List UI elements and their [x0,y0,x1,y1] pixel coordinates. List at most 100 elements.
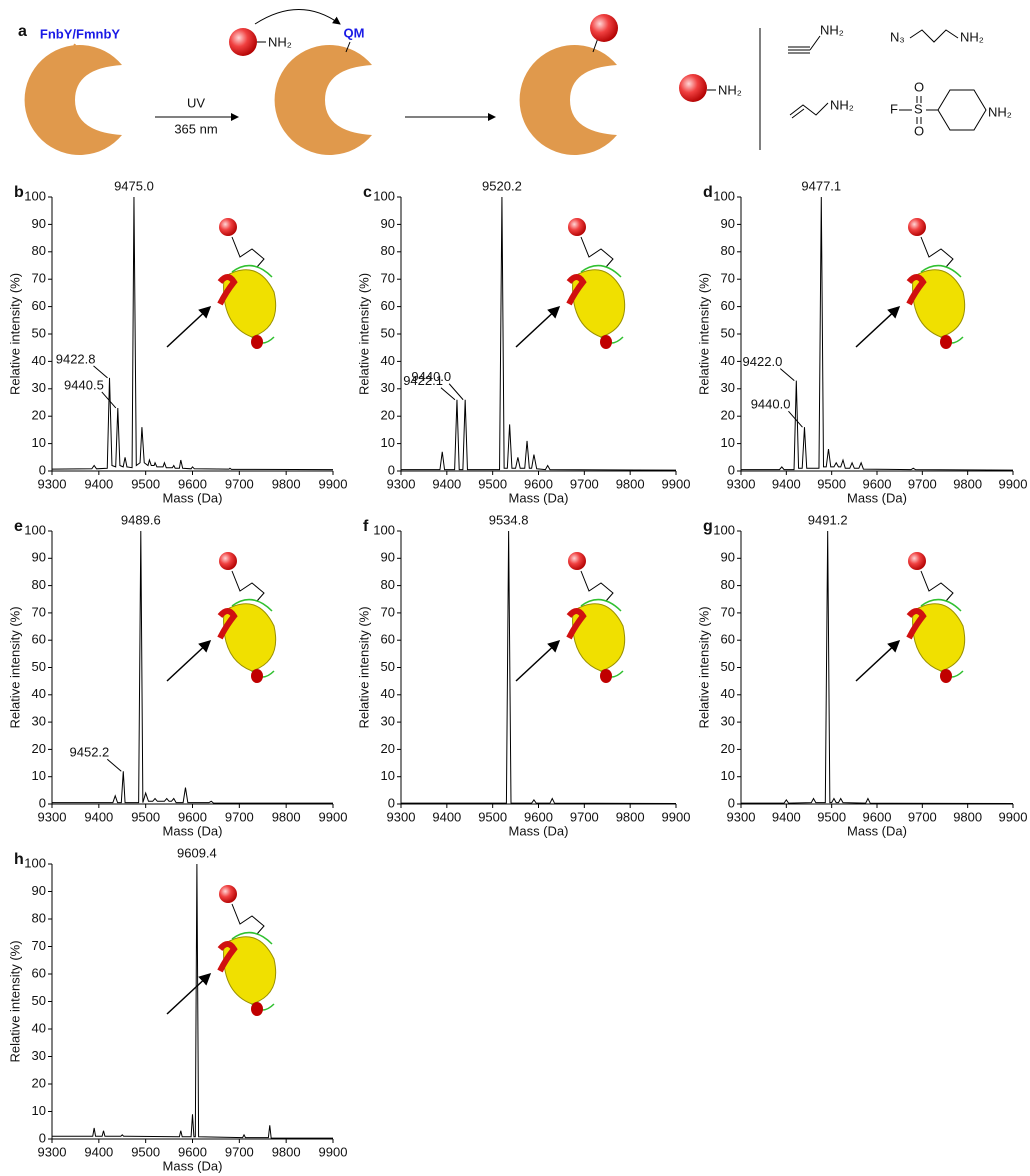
qm-label: QM [344,25,365,40]
arrow [856,307,899,347]
peak-label: 9534.8 [489,512,529,527]
y-tick-label: 90 [32,883,46,898]
structure-inset [167,885,276,1016]
x-tick-label: 9900 [662,476,691,491]
protein-helix [251,669,263,683]
x-tick-label: 9900 [999,476,1028,491]
y-tick-label: 100 [24,522,46,537]
panel-label: h [14,851,24,868]
benzene [938,90,986,130]
peak-label: 9475.0 [114,178,154,193]
bead [568,218,586,236]
x-tick-label: 9500 [817,809,846,824]
y-tick-label: 100 [24,855,46,870]
x-tick-label: 9300 [387,476,416,491]
page: {"scheme": {"panel": "a", "probe": "FnbY… [0,0,1030,1176]
leader-line [107,759,121,771]
x-axis-label: Mass (Da) [163,823,223,838]
linker [232,571,264,601]
peak-label: 9440.5 [64,377,104,392]
x-tick-label: 9500 [478,476,507,491]
panel-label: f [363,518,369,535]
amine-label: N₃ [890,29,905,44]
y-tick-label: 90 [721,216,735,231]
y-tick-label: 70 [721,604,735,619]
y-tick-label: 30 [721,714,735,729]
y-axis-label: Relative intensity (%) [7,940,22,1062]
probe-label: FnbY/FmnbY [40,26,120,41]
x-tick-label: 9800 [272,809,301,824]
x-tick-label: 9600 [178,476,207,491]
protein [520,45,617,155]
amine-label: NH₂ [830,97,854,112]
y-axis-label: Relative intensity (%) [7,273,22,395]
propyl [910,30,958,42]
bead [229,28,257,56]
y-tick-label: 10 [32,768,46,783]
protein [25,45,122,155]
peak-label: 9477.1 [801,178,841,193]
peak-label: 9422.0 [743,354,783,369]
x-tick-label: 9500 [478,809,507,824]
protein-helix [600,335,612,349]
x-tick-label: 9800 [272,1144,301,1159]
y-tick-label: 80 [32,577,46,592]
y-tick-label: 70 [381,271,395,286]
y-tick-label: 90 [32,550,46,565]
x-tick-label: 9700 [225,809,254,824]
x-tick-label: 9900 [319,809,348,824]
protein-helix [600,669,612,683]
y-tick-label: 60 [381,298,395,313]
structure-inset [167,218,276,349]
peak-label: 9489.6 [121,512,161,527]
panel-label: e [14,518,23,535]
spectrum [741,531,1013,803]
y-tick-label: 40 [721,686,735,701]
x-tick-label: 9300 [38,1144,67,1159]
y-tick-label: 30 [381,714,395,729]
y-tick-label: 0 [39,462,46,477]
y-tick-label: 50 [721,659,735,674]
spectrum [401,531,676,803]
leader-line [780,369,794,381]
y-tick-label: 80 [721,243,735,258]
arrow [167,974,210,1014]
y-tick-label: 80 [32,243,46,258]
y-tick-label: 70 [32,938,46,953]
spectrum [52,531,333,803]
x-axis-label: Mass (Da) [847,490,907,505]
y-tick-label: 60 [32,965,46,980]
x-tick-label: 9500 [131,809,160,824]
y-tick-label: 80 [721,577,735,592]
bead [219,885,237,903]
x-tick-label: 9300 [38,809,67,824]
y-tick-label: 100 [713,522,735,537]
y-tick-label: 80 [32,910,46,925]
protein-helix [251,335,263,349]
y-tick-label: 0 [39,795,46,810]
x-tick-label: 9700 [225,1144,254,1159]
x-tick-label: 9900 [999,809,1028,824]
y-tick-label: 20 [32,741,46,756]
linker [921,237,953,267]
spectrum [52,864,333,1138]
y-tick-label: 40 [721,353,735,368]
figure: a FnbY/FmnbY NH₂ QM UV 365 nm NH₂ NH₂ N₃… [0,0,1030,1176]
arrow [856,641,899,681]
peak-label: 9422.8 [56,351,96,366]
x-tick-label: 9500 [817,476,846,491]
x-tick-label: 9900 [662,809,691,824]
x-tick-label: 9600 [524,476,553,491]
x-tick-label: 9600 [178,1144,207,1159]
y-tick-label: 90 [381,216,395,231]
atom-label: F [890,101,898,116]
panel-label: c [363,184,372,201]
amine-label: NH₂ [268,34,292,49]
x-axis-label: Mass (Da) [509,490,569,505]
x-axis-label: Mass (Da) [509,823,569,838]
protein [275,45,372,155]
y-tick-label: 50 [32,325,46,340]
x-axis-label: Mass (Da) [847,823,907,838]
arrow [167,307,210,347]
peak-label: 9491.2 [808,512,848,527]
